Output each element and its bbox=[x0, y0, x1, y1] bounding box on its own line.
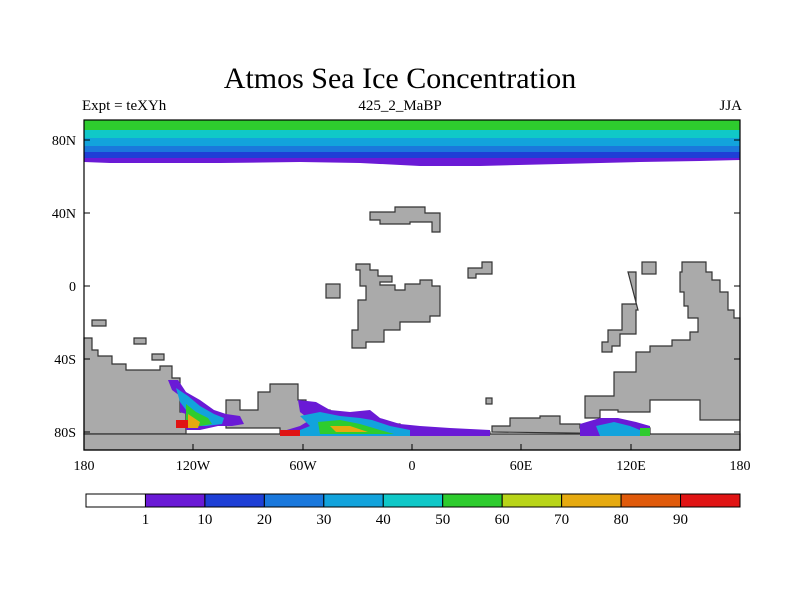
lon-label: 0 bbox=[409, 459, 416, 474]
colorbar-label: 40 bbox=[376, 512, 391, 528]
lon-label: 60W bbox=[289, 459, 317, 474]
ice-band bbox=[84, 130, 740, 138]
colorbar-cell bbox=[263, 493, 325, 508]
ice-field bbox=[176, 420, 188, 428]
land-island bbox=[133, 337, 147, 345]
colorbar-cell bbox=[680, 493, 741, 508]
colorbar-label: 1 bbox=[142, 512, 150, 528]
land-north-block bbox=[369, 206, 441, 233]
colorbar-label: 70 bbox=[554, 512, 569, 528]
lon-label: 120E bbox=[616, 459, 646, 474]
colorbar-label: 80 bbox=[614, 512, 629, 528]
land-island bbox=[91, 319, 107, 327]
axis-ticks bbox=[83, 139, 741, 450]
period-label: 425_2_MaBP bbox=[358, 98, 442, 114]
ice-field bbox=[188, 414, 200, 428]
lon-label: 180 bbox=[730, 459, 751, 474]
land-island bbox=[151, 353, 165, 361]
land-island bbox=[641, 261, 657, 275]
colorbar-cell bbox=[501, 493, 563, 508]
lat-label: 40N bbox=[52, 207, 76, 222]
colorbar-cell bbox=[204, 493, 265, 508]
colorbar-cell bbox=[620, 493, 682, 508]
lon-label: 60E bbox=[510, 459, 533, 474]
colorbar-label: 90 bbox=[673, 512, 688, 528]
colorbar-cell bbox=[442, 493, 503, 508]
colorbar-label: 30 bbox=[316, 512, 331, 528]
land bbox=[83, 206, 741, 451]
lon-label: 180 bbox=[74, 459, 95, 474]
land-central-continent bbox=[351, 263, 441, 349]
colorbar-cell bbox=[144, 493, 206, 508]
colorbar-label: 20 bbox=[257, 512, 272, 528]
land-eastern-continent bbox=[584, 261, 741, 421]
colorbar-label: 50 bbox=[435, 512, 450, 528]
land-island bbox=[485, 397, 493, 405]
southern-sea-ice bbox=[168, 380, 650, 436]
plot-title: Atmos Sea Ice Concentration bbox=[223, 62, 577, 95]
colorbar-cell bbox=[323, 493, 384, 508]
ice-field bbox=[596, 422, 640, 436]
colorbar-label: 60 bbox=[495, 512, 510, 528]
lon-label: 120W bbox=[176, 459, 211, 474]
land-island bbox=[601, 271, 639, 353]
ice-band bbox=[84, 152, 740, 158]
lat-label: 80N bbox=[52, 134, 76, 149]
land-island bbox=[467, 261, 493, 279]
ice-field bbox=[640, 428, 650, 436]
ice-band bbox=[84, 120, 740, 130]
ice-band bbox=[84, 146, 740, 152]
colorbar-cell bbox=[561, 493, 622, 508]
colorbar-cell bbox=[382, 493, 444, 508]
experiment-label: Expt = teXYh bbox=[82, 98, 167, 114]
ice-band bbox=[84, 138, 740, 146]
season-label: JJA bbox=[719, 98, 742, 114]
colorbar-cell bbox=[85, 493, 146, 508]
lat-label: 40S bbox=[54, 353, 76, 368]
colorbar: 1 10 20 30 40 50 60 70 80 90 bbox=[85, 493, 741, 528]
land-island bbox=[325, 283, 341, 299]
lat-label: 80S bbox=[54, 426, 76, 441]
colorbar-label: 10 bbox=[197, 512, 212, 528]
ice-band bbox=[84, 158, 740, 166]
arctic-sea-ice bbox=[84, 120, 740, 166]
ice-field bbox=[280, 430, 300, 436]
lat-label: 0 bbox=[69, 280, 76, 295]
ice-field bbox=[330, 426, 368, 432]
